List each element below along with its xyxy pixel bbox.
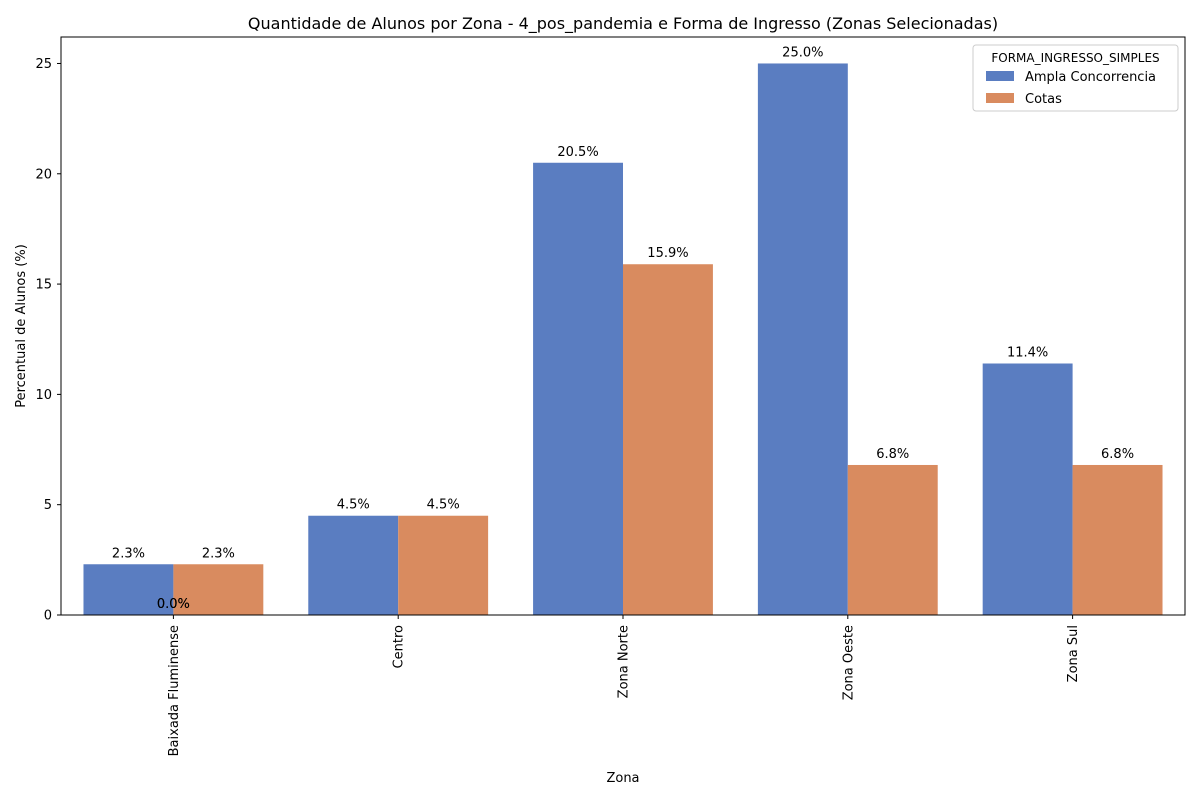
- x-tick-label-zona-oeste: Zona Oeste: [841, 625, 856, 700]
- legend: FORMA_INGRESSO_SIMPLES Ampla Concorrenci…: [972, 44, 1179, 112]
- data-label-ampla-concorrencia-zona-norte: 20.5%: [557, 145, 598, 160]
- data-label-ampla-concorrencia-baixada-fluminense: 2.3%: [112, 546, 145, 561]
- bar-cotas-baixada-fluminense: [173, 564, 264, 615]
- bar-ampla-concorrencia-zona-norte: [533, 162, 623, 615]
- y-axis-label: Percentual de Alunos (%): [14, 244, 29, 408]
- data-label-cotas-zona-norte: 15.9%: [647, 246, 688, 261]
- legend-swatch-ampla-concorrencia: [986, 71, 1014, 81]
- bar-cotas-zona-norte: [623, 264, 713, 615]
- plot-area: 2.3% 4.5% 20.5% 25.0% 11.4% 2.3% 4.5% 15.9% 6.8%…: [35, 36, 1186, 756]
- data-label-zero-1: 0.0%: [157, 597, 190, 612]
- y-tick-label-5: 5: [44, 498, 52, 513]
- data-label-ampla-concorrencia-zona-sul: 11.4%: [1007, 346, 1048, 361]
- bar-ampla-concorrencia-baixada-fluminense: [83, 564, 174, 615]
- y-tick-label-10: 10: [35, 388, 52, 403]
- bar-cotas-zona-oeste: [847, 464, 938, 615]
- data-label-zero-2: 0.0%: [157, 597, 190, 612]
- x-tick-label-centro: Centro: [392, 625, 407, 668]
- y-tick-label-15: 15: [35, 278, 52, 293]
- x-tick-label-zona-sul: Zona Sul: [1066, 625, 1081, 682]
- chart-title: Quantidade de Alunos por Zona - 4_pos_pa…: [248, 14, 998, 34]
- legend-frame: [972, 44, 1179, 112]
- data-label-cotas-centro: 4.5%: [427, 498, 460, 513]
- y-tick-label-20: 20: [35, 167, 52, 182]
- x-tick-label-zona-norte: Zona Norte: [617, 625, 632, 698]
- data-label-cotas-zona-sul: 6.8%: [1101, 447, 1134, 462]
- legend-label-cotas: Cotas: [1025, 92, 1062, 107]
- data-label-cotas-baixada-fluminense: 2.3%: [202, 546, 235, 561]
- legend-title: FORMA_INGRESSO_SIMPLES: [991, 51, 1159, 65]
- bar-ampla-concorrencia-zona-oeste: [757, 63, 848, 616]
- y-tick-label-0: 0: [44, 609, 52, 624]
- data-label-ampla-concorrencia-centro: 4.5%: [337, 498, 370, 513]
- data-label-ampla-concorrencia-zona-oeste: 25.0%: [782, 45, 823, 60]
- legend-swatch-cotas: [986, 93, 1014, 103]
- y-tick-label-25: 25: [35, 57, 52, 72]
- legend-label-ampla-concorrencia: Ampla Concorrencia: [1025, 70, 1156, 85]
- x-axis-label: Zona: [606, 771, 639, 786]
- bar-cotas-centro: [398, 515, 489, 615]
- x-tick-label-baixada-fluminense: Baixada Fluminense: [167, 625, 182, 756]
- bar-cotas-zona-sul: [1072, 464, 1163, 615]
- bar-ampla-concorrencia-zona-sul: [982, 363, 1073, 615]
- data-label-cotas-zona-oeste: 6.8%: [876, 447, 909, 462]
- bar-ampla-concorrencia-centro: [308, 515, 399, 615]
